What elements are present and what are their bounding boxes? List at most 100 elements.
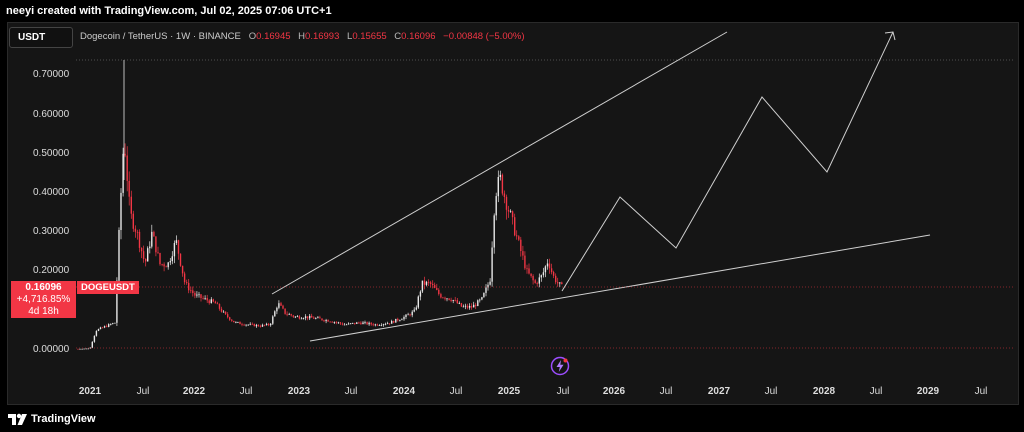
candle: [372, 322, 374, 327]
candle: [140, 247, 143, 259]
candle: [448, 298, 450, 301]
candle: [177, 239, 180, 260]
candle: [300, 317, 303, 320]
time-tick-label: 2022: [182, 386, 206, 397]
candle: [99, 326, 102, 330]
candle: [368, 321, 370, 326]
candle: [333, 321, 335, 324]
candle: [122, 147, 124, 197]
candle: [489, 278, 491, 286]
candle: [384, 322, 387, 326]
candle: [257, 324, 260, 327]
price-tick-label: 0.60000: [33, 109, 70, 120]
candle: [360, 321, 362, 325]
candle: [126, 146, 128, 192]
candle: [108, 323, 110, 328]
candle: [130, 190, 132, 219]
currency-selector[interactable]: USDT: [9, 27, 73, 48]
candle: [173, 240, 176, 264]
candle: [550, 263, 553, 275]
candle: [227, 312, 229, 319]
legend-open: 0.16945: [256, 31, 291, 42]
candle: [382, 323, 385, 327]
candle: [247, 324, 249, 326]
candle: [284, 308, 286, 315]
candle: [188, 279, 190, 294]
candle: [323, 319, 325, 323]
time-tick-label: 2025: [497, 386, 521, 397]
candle: [419, 290, 422, 301]
candle: [366, 321, 368, 325]
candle: [292, 314, 294, 318]
candle: [497, 170, 499, 203]
candle: [175, 235, 178, 245]
time-tick-label: Jul: [764, 386, 778, 397]
candle: [460, 302, 463, 307]
candle: [290, 313, 292, 317]
candle: [255, 323, 258, 328]
candle: [325, 318, 327, 324]
candle: [421, 280, 424, 293]
last-price-tag: 0.16096 +4,716.85% 4d 18h: [11, 281, 76, 318]
candle: [97, 328, 100, 332]
time-tick-label: Jul: [239, 386, 253, 397]
candle: [544, 265, 547, 278]
candle: [425, 280, 428, 287]
candle: [179, 253, 182, 267]
legend-change: −0.00848 (−5.00%): [443, 31, 525, 42]
candle: [501, 173, 504, 196]
candle: [559, 282, 561, 288]
time-tick-label: 2024: [392, 386, 416, 397]
candle: [282, 304, 284, 310]
candle: [405, 314, 407, 320]
candle: [503, 190, 506, 204]
candle: [399, 319, 401, 322]
candle: [376, 323, 378, 327]
candle: [298, 315, 301, 320]
candle: [313, 316, 315, 319]
candle: [444, 296, 446, 301]
candle: [557, 277, 559, 287]
time-tick-label: 2027: [707, 386, 731, 397]
candle: [354, 322, 356, 325]
lightning-icon[interactable]: [550, 356, 570, 376]
candle: [552, 270, 555, 279]
candle: [493, 213, 495, 254]
legend-close: 0.16096: [401, 31, 436, 42]
candle: [388, 323, 391, 326]
lower-trendline: [309, 234, 931, 342]
legend-low: 0.15655: [352, 31, 387, 42]
candle: [161, 263, 163, 267]
candle: [237, 321, 239, 323]
drawings-layer: [76, 31, 1013, 349]
candle: [434, 282, 436, 289]
candle: [222, 310, 225, 313]
candle: [427, 279, 430, 286]
candle: [202, 295, 204, 300]
candle: [304, 314, 307, 321]
candle: [106, 324, 108, 328]
candle: [507, 205, 510, 218]
price-change-pct: +4,716.85%: [16, 294, 71, 305]
price-tick-label: 0.40000: [33, 187, 70, 198]
candle: [124, 143, 126, 158]
price-tick-label: 0.70000: [33, 69, 70, 80]
candle: [245, 324, 247, 327]
candle: [548, 258, 551, 274]
candle: [263, 324, 266, 327]
chart-attribution-header: neeyi created with TradingView.com, Jul …: [0, 0, 1024, 22]
candle: [358, 321, 360, 324]
time-tick-label: Jul: [659, 386, 673, 397]
candle: [452, 299, 454, 304]
tradingview-logo-icon: [8, 413, 27, 425]
candle: [83, 348, 85, 350]
candle: [409, 313, 411, 317]
candle: [370, 322, 372, 326]
candle: [468, 303, 471, 310]
candle: [132, 210, 134, 232]
candle: [505, 194, 508, 220]
candle: [534, 278, 536, 284]
candle: [540, 274, 542, 282]
legend-symbol-name: Dogecoin / TetherUS · 1W · BINANCE: [80, 31, 241, 42]
